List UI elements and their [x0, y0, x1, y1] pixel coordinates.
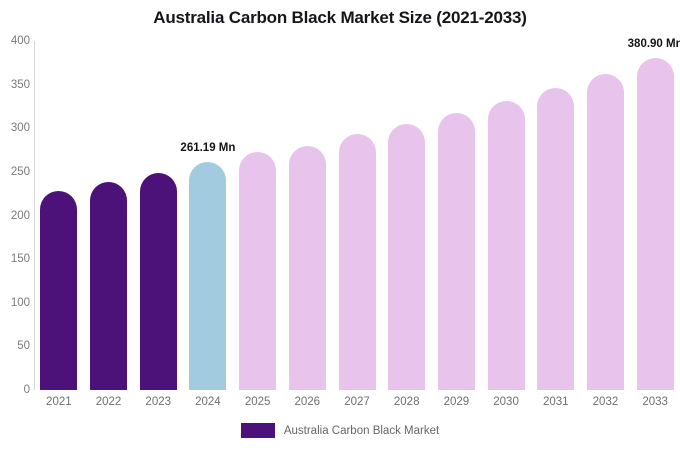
bar-slot — [239, 41, 277, 390]
x-axis-tick-label-2021: 2021 — [46, 396, 72, 408]
bar-slot — [40, 41, 78, 390]
bar-slot — [139, 41, 177, 390]
bar-2033[interactable] — [636, 57, 674, 390]
bar-2032[interactable] — [586, 74, 624, 390]
bar-2029[interactable] — [437, 113, 475, 390]
x-axis-tick-label-2028: 2028 — [393, 396, 420, 408]
chart-title: Australia Carbon Black Market Size (2021… — [153, 8, 527, 27]
bar-slot — [90, 41, 128, 390]
y-axis-tick-label: 350 — [10, 78, 30, 91]
bar-2025[interactable] — [239, 151, 277, 390]
bar-value-label-2024: 261.19 Mn — [180, 142, 236, 155]
bar-slot — [537, 41, 575, 390]
x-axis-tick-label-2022: 2022 — [95, 396, 122, 408]
y-axis-tick-label: 300 — [10, 122, 30, 135]
bar-slot — [586, 41, 624, 390]
bar-2021[interactable] — [40, 191, 78, 390]
bar-2023[interactable] — [139, 172, 177, 390]
bar-2022[interactable] — [90, 182, 128, 390]
x-axis-tick-label-2024: 2024 — [195, 396, 221, 408]
y-axis-tick-labels: 0 50 100 150 200 250 300 350 400 — [0, 0, 30, 450]
bar-2024[interactable] — [189, 162, 227, 390]
bar-slot: 380.90 Mn — [628, 38, 680, 390]
bar-slot: 261.19 Mn — [180, 41, 235, 390]
y-axis-tick-label: 250 — [10, 165, 30, 178]
plot-area: 261.19 Mn 380.90 Mn — [34, 38, 680, 390]
y-axis-tick-label: 400 — [10, 35, 30, 47]
x-axis-tick-label-2033: 2033 — [642, 396, 668, 408]
x-axis-tick-label-2026: 2026 — [294, 396, 321, 408]
y-axis-tick-label: 100 — [10, 296, 30, 309]
y-axis-tick-label: 150 — [10, 253, 30, 266]
bar-2030[interactable] — [487, 101, 525, 390]
bar-slot — [437, 41, 475, 390]
bar-slot — [487, 41, 525, 390]
bar-2026[interactable] — [288, 145, 326, 390]
y-axis-tick-label: 0 — [23, 384, 30, 396]
bar-2027[interactable] — [338, 134, 376, 390]
legend-swatch-australia-carbon-black-market — [240, 423, 275, 438]
y-axis-tick-label: 50 — [17, 340, 30, 353]
x-axis-tick-label-2031: 2031 — [542, 396, 569, 408]
x-axis-tick-label-2027: 2027 — [344, 396, 370, 408]
x-axis-tick-label-2023: 2023 — [145, 396, 172, 408]
bar-slot — [338, 41, 376, 390]
bar-2028[interactable] — [388, 123, 426, 390]
bar-value-label-2033: 380.90 Mn — [627, 37, 680, 50]
bar-slot — [388, 41, 426, 390]
y-axis-line — [34, 41, 35, 390]
x-axis-tick-label-2032: 2032 — [592, 396, 619, 408]
chart-legend: Australia Carbon Black Market — [0, 423, 680, 438]
bar-slot — [288, 41, 326, 390]
legend-label-australia-carbon-black-market: Australia Carbon Black Market — [283, 424, 440, 437]
x-axis-tick-label-2025: 2025 — [244, 396, 271, 408]
x-axis-tick-label-2029: 2029 — [443, 396, 470, 408]
y-axis-tick-label: 200 — [10, 209, 30, 222]
bar-2031[interactable] — [537, 88, 575, 390]
x-axis-tick-label-2030: 2030 — [493, 396, 519, 408]
